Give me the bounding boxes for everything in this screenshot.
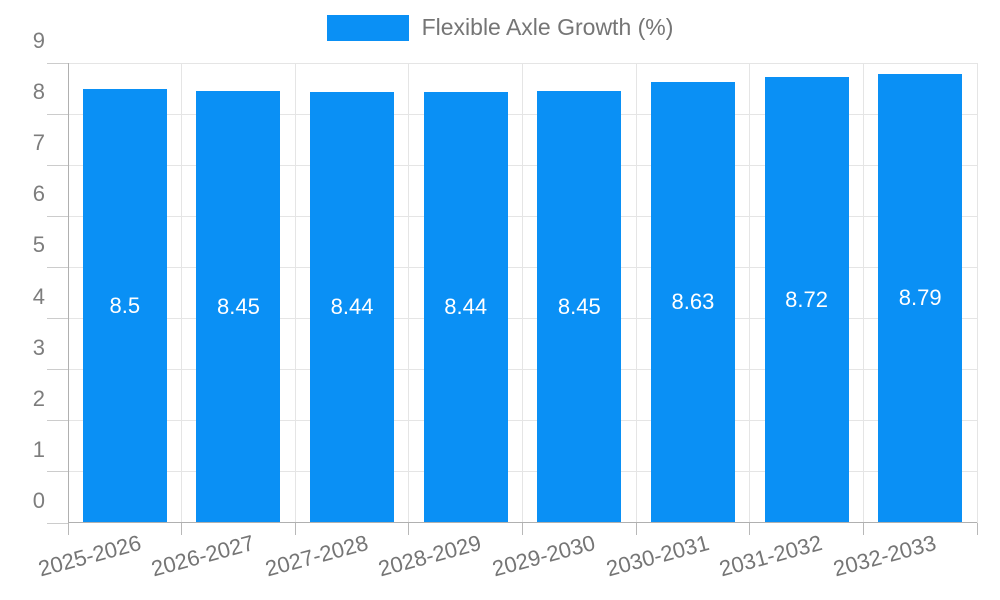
- gridline-vertical: [635, 63, 637, 523]
- gridline-vertical: [749, 63, 751, 523]
- bar-value-label: 8.63: [671, 289, 715, 315]
- bar-2030-2031[interactable]: 8.63: [650, 81, 735, 523]
- gridline-vertical: [408, 63, 410, 523]
- y-axis-tick-label: 5: [32, 232, 45, 258]
- y-axis-tick-label: 7: [32, 130, 45, 156]
- gridline-vertical: [862, 63, 864, 523]
- y-axis-tick: [47, 369, 68, 371]
- y-axis-tick: [47, 62, 68, 64]
- bar-value-label: 8.5: [109, 292, 141, 318]
- y-axis-tick: [47, 215, 68, 217]
- y-axis-line: [68, 63, 69, 523]
- bar-value-label: 8.44: [330, 294, 374, 320]
- gridline-vertical: [294, 63, 296, 523]
- y-axis-tick: [47, 164, 68, 166]
- y-axis-tick: [47, 471, 68, 473]
- x-axis-label: 2027-2028: [262, 530, 371, 582]
- bar-2032-2033[interactable]: 8.79: [878, 73, 963, 523]
- gridline-vertical: [522, 63, 523, 523]
- bar-value-label: 8.79: [898, 285, 942, 311]
- bar-2025-2026[interactable]: 8.5: [82, 88, 167, 523]
- x-axis-tick: [181, 523, 183, 535]
- legend-swatch-icon: [326, 14, 409, 41]
- bar-2029-2030[interactable]: 8.45: [537, 91, 622, 523]
- y-axis-tick: [47, 113, 68, 115]
- x-axis-label: 2031-2032: [716, 530, 826, 582]
- bar-2031-2032[interactable]: 8.72: [764, 77, 849, 523]
- x-axis-tick: [294, 523, 296, 535]
- x-axis-tick: [749, 523, 751, 535]
- legend-label: Flexible Axle Growth (%): [421, 14, 674, 40]
- x-axis-label: 2026-2027: [148, 530, 257, 582]
- bar-value-label: 8.45: [557, 294, 601, 320]
- y-axis-tick-label: 4: [32, 283, 45, 309]
- y-axis-tick: [47, 420, 68, 422]
- plot-area: 0 1 2 3 4 5 6 7 8 9 8.5 2025-2026 8.45 2026-2027 8.44 2…: [33, 30, 978, 581]
- x-axis-label: 2029-2030: [489, 530, 598, 582]
- x-axis-tick: [67, 523, 69, 535]
- x-axis-line: [68, 522, 977, 523]
- x-axis-label: 2032-2033: [830, 530, 939, 582]
- x-axis-tick: [976, 523, 978, 535]
- x-axis-label: 2030-2031: [603, 530, 712, 582]
- y-axis-tick: [47, 318, 68, 320]
- bar-value-label: 8.72: [785, 287, 828, 313]
- bar-2026-2027[interactable]: 8.45: [196, 91, 281, 523]
- y-axis-tick-label: 6: [32, 181, 45, 207]
- y-axis-tick-label: 8: [32, 79, 45, 105]
- x-axis-tick: [635, 523, 637, 535]
- y-axis-tick-label: 9: [32, 28, 45, 53]
- y-axis-tick: [47, 522, 68, 524]
- bar-value-label: 8.45: [217, 294, 260, 320]
- y-axis-tick-label: 3: [32, 334, 45, 360]
- y-axis-tick-label: 0: [32, 488, 45, 513]
- x-axis-label: 2025-2026: [35, 530, 144, 582]
- bar-value-label: 8.44: [444, 294, 488, 320]
- y-axis-tick-label: 1: [32, 436, 45, 462]
- chart-legend[interactable]: Flexible Axle Growth (%): [0, 14, 1000, 41]
- bar-2028-2029[interactable]: 8.44: [423, 91, 508, 523]
- gridline-vertical: [976, 63, 978, 523]
- x-axis-tick: [408, 523, 410, 535]
- y-axis-tick-label: 2: [32, 385, 45, 411]
- y-axis-tick: [47, 266, 68, 268]
- gridline-vertical: [181, 63, 183, 523]
- x-axis-tick: [862, 523, 864, 535]
- x-axis-label: 2028-2029: [376, 530, 485, 582]
- x-axis-tick: [522, 523, 523, 535]
- bar-2027-2028[interactable]: 8.44: [310, 91, 395, 523]
